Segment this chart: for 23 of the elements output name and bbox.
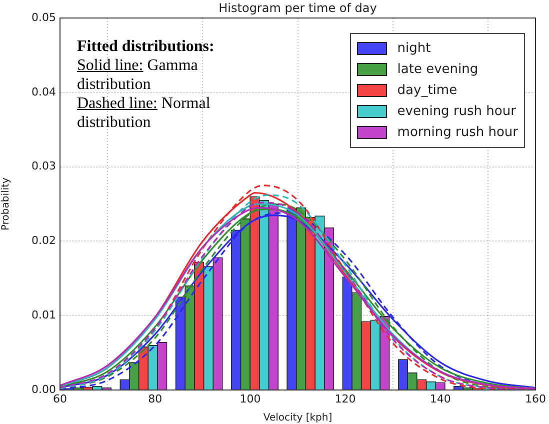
y-tick-label: 0.02 bbox=[32, 234, 56, 248]
y-tick-label: 0.03 bbox=[32, 160, 56, 173]
x-tick-label: 160 bbox=[525, 392, 546, 406]
x-tick-label: 60 bbox=[53, 392, 67, 406]
legend-label: morning rush hour bbox=[397, 125, 518, 140]
y-tick-label: 0.05 bbox=[32, 10, 56, 24]
y-tick-label: 0.04 bbox=[32, 85, 56, 98]
y-tick-label: 0.00 bbox=[32, 382, 56, 396]
y-axis-title: Probability bbox=[0, 177, 12, 230]
legend-label: day_time bbox=[397, 83, 458, 98]
annotation: Fitted distributions: bbox=[77, 37, 216, 56]
annotation: Dashed line: Normal distribution bbox=[77, 94, 212, 132]
x-tick-label: 140 bbox=[430, 392, 451, 406]
x-tick-label: 120 bbox=[334, 392, 356, 406]
legend-label: late evening bbox=[397, 62, 478, 77]
y-tick-label: 0.01 bbox=[32, 308, 56, 322]
x-tick-label: 100 bbox=[240, 392, 261, 406]
legend-label: evening rush hour bbox=[397, 104, 516, 119]
annotation: Solid line: Gamma distribution bbox=[77, 56, 199, 94]
x-axis-title: Velocity [kph] bbox=[263, 412, 332, 424]
x-tick-label: 80 bbox=[148, 392, 162, 406]
chart-title: Histogram per time of day bbox=[218, 1, 377, 16]
legend-label: night bbox=[397, 41, 431, 56]
